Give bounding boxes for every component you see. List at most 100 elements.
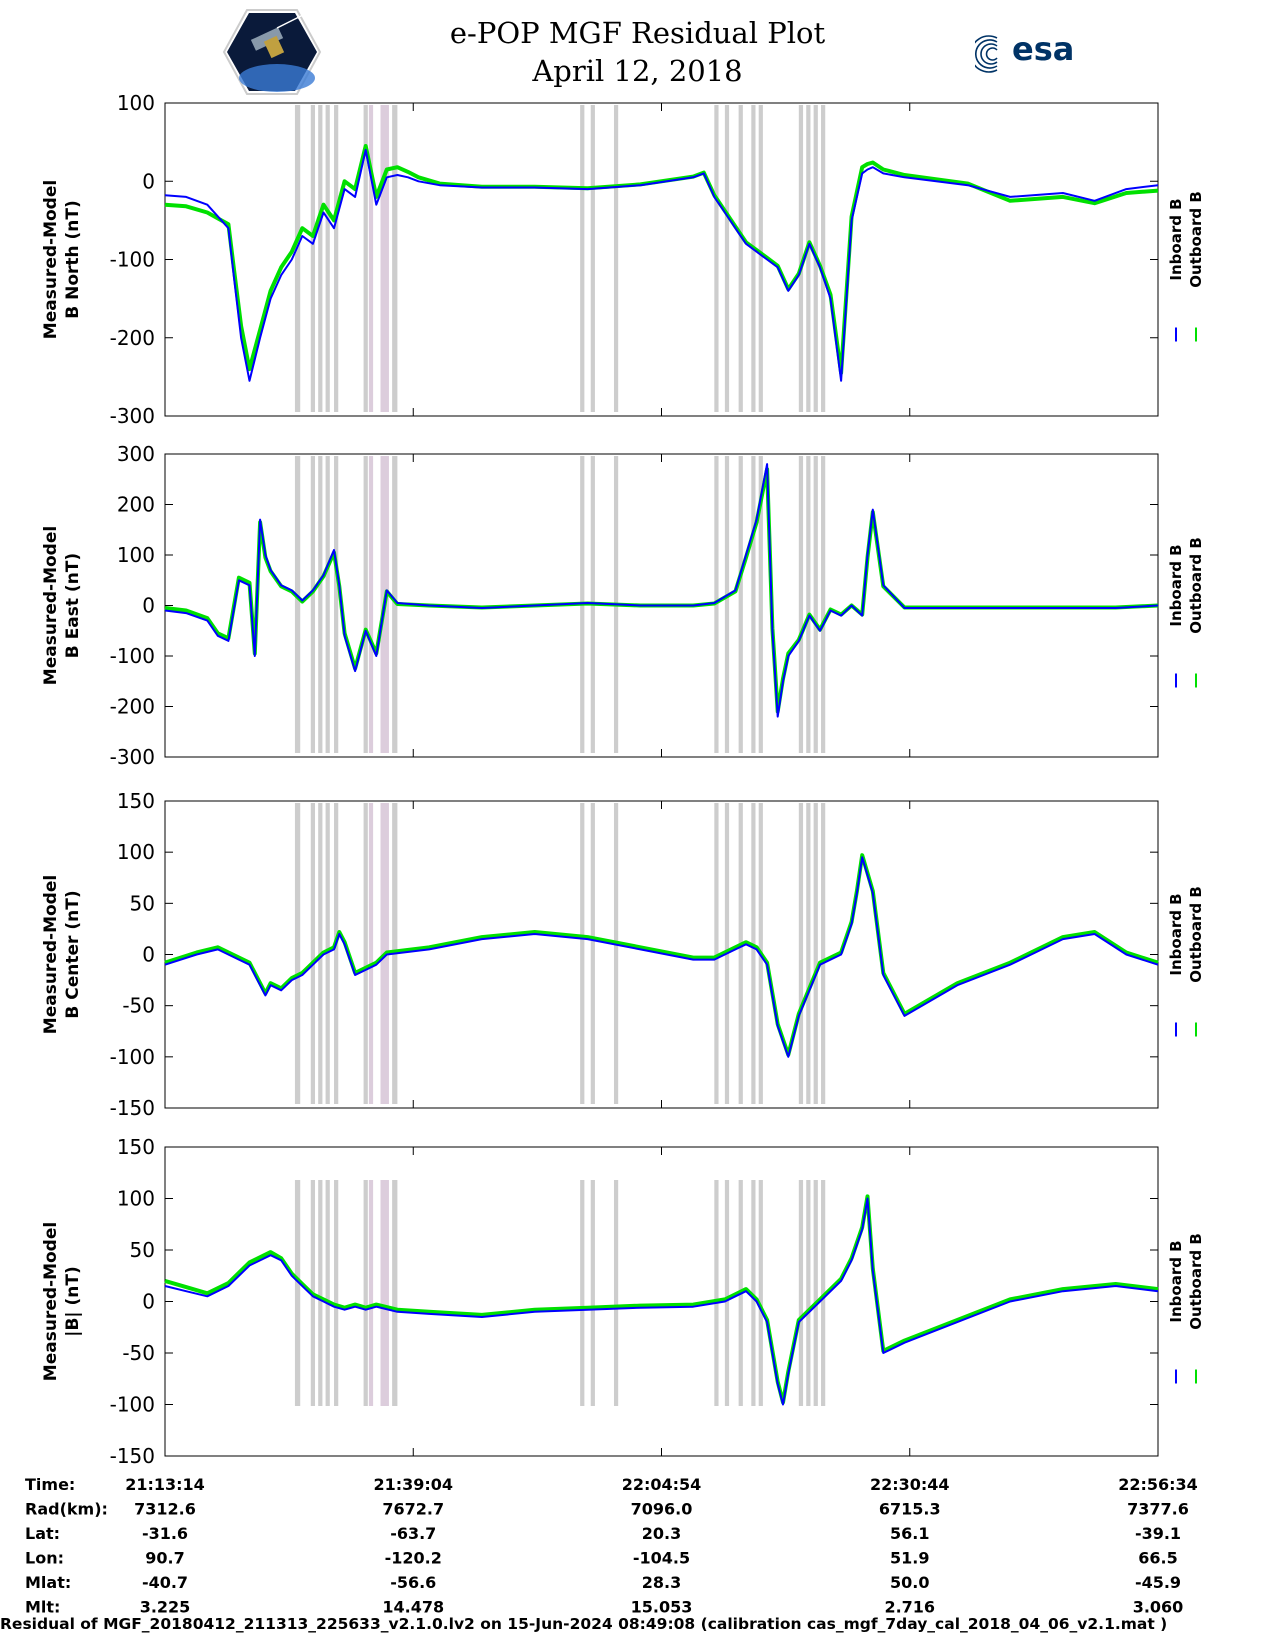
data-gap-shade bbox=[813, 456, 818, 753]
data-gap-shade bbox=[363, 105, 368, 412]
y-tick-label: 100 bbox=[117, 840, 155, 864]
y-tick-label: -200 bbox=[110, 695, 155, 719]
legend-outboard-label: Outboard B bbox=[1187, 1233, 1205, 1330]
esa-logo bbox=[975, 35, 998, 73]
table-cell: -39.1 bbox=[1135, 1524, 1181, 1543]
table-cell: 7096.0 bbox=[631, 1500, 693, 1519]
data-gap-shade bbox=[798, 105, 804, 412]
data-gap-shade bbox=[806, 456, 811, 753]
esa-logo-text: esa bbox=[1012, 30, 1075, 68]
table-cell: 3.225 bbox=[140, 1598, 191, 1616]
data-gap-shade bbox=[368, 803, 374, 1104]
inboard-series-line bbox=[164, 148, 1159, 382]
y-tick-label: 100 bbox=[117, 1187, 155, 1211]
inboard-series-line bbox=[164, 1197, 1159, 1406]
table-cell: -40.7 bbox=[142, 1573, 188, 1592]
data-gap-shade bbox=[590, 105, 595, 412]
data-gap-shade bbox=[368, 1180, 374, 1406]
data-gap-shade bbox=[751, 803, 756, 1104]
table-row-label: Lon: bbox=[25, 1549, 64, 1568]
data-gap-shade bbox=[714, 105, 719, 412]
data-gap-shade bbox=[821, 1180, 826, 1406]
table-cell: 51.9 bbox=[890, 1549, 929, 1568]
data-gap-shade bbox=[714, 1180, 719, 1406]
data-gap-shade bbox=[821, 456, 826, 753]
data-gap-shade bbox=[758, 1180, 763, 1406]
table-cell: 14.478 bbox=[382, 1598, 444, 1616]
data-gap-shade bbox=[368, 105, 374, 412]
legend-outboard-label: Outboard B bbox=[1187, 886, 1205, 983]
data-gap-shade bbox=[738, 456, 743, 753]
data-gap-shade bbox=[613, 1180, 619, 1406]
footer-caption: Residual of MGF_20180412_211313_225633_v… bbox=[0, 1615, 1168, 1633]
legend-outboard-label: Outboard B bbox=[1187, 191, 1205, 288]
legend-outboard-label: Outboard B bbox=[1187, 537, 1205, 634]
y-tick-label: -100 bbox=[110, 644, 155, 668]
y-tick-label: 200 bbox=[117, 493, 155, 517]
y-tick-label: 150 bbox=[117, 789, 155, 813]
data-gap-shade bbox=[613, 803, 619, 1104]
data-gap-shade bbox=[334, 456, 339, 753]
data-gap-shade bbox=[334, 105, 339, 412]
legend-inboard-label: Inboard B bbox=[1167, 1240, 1185, 1322]
table-row-label: Lat: bbox=[25, 1524, 60, 1543]
data-gap-shade bbox=[325, 105, 330, 412]
table-row-label: Mlat: bbox=[25, 1573, 71, 1592]
y-tick-label: -300 bbox=[110, 404, 155, 428]
table-cell: 3.060 bbox=[1133, 1598, 1184, 1616]
y-tick-label: -150 bbox=[110, 1096, 155, 1120]
data-gap-shade bbox=[392, 1180, 398, 1406]
table-cell: 15.053 bbox=[631, 1598, 693, 1616]
legend-inboard-label: Inboard B bbox=[1167, 198, 1185, 280]
data-gap-shade bbox=[318, 105, 323, 412]
y-tick-label: -50 bbox=[122, 1341, 155, 1365]
data-gap-shade bbox=[363, 803, 368, 1104]
table-cell: 2.716 bbox=[884, 1598, 935, 1616]
y-tick-label: 150 bbox=[117, 1135, 155, 1159]
y-tick-label: 300 bbox=[117, 442, 155, 466]
table-cell: 7672.7 bbox=[382, 1500, 444, 1519]
y-tick-label: -100 bbox=[110, 1045, 155, 1069]
y-axis-label: Measured-Model bbox=[41, 1222, 61, 1381]
legend-inboard-label: Inboard B bbox=[1167, 893, 1185, 975]
table-cell: -56.6 bbox=[390, 1573, 436, 1592]
y-tick-label: 0 bbox=[142, 943, 155, 967]
data-gap-shade bbox=[806, 1180, 811, 1406]
data-gap-shade bbox=[751, 1180, 756, 1406]
legend-inboard-label: Inboard B bbox=[1167, 544, 1185, 626]
data-gap-shade bbox=[798, 803, 804, 1104]
data-gap-shade bbox=[724, 105, 730, 412]
data-gap-shade bbox=[334, 803, 339, 1104]
data-gap-shade bbox=[368, 456, 374, 753]
y-axis-label: Measured-Model bbox=[41, 180, 61, 339]
table-cell: 21:39:04 bbox=[373, 1475, 453, 1494]
data-gap-shade bbox=[590, 803, 595, 1104]
y-tick-label: 0 bbox=[142, 169, 155, 193]
data-gap-shade bbox=[798, 1180, 804, 1406]
y-tick-label: -200 bbox=[110, 326, 155, 350]
data-gap-shade bbox=[380, 105, 389, 412]
data-gap-shade bbox=[294, 105, 301, 412]
data-gap-shade bbox=[334, 1180, 339, 1406]
plot-date: April 12, 2018 bbox=[532, 54, 743, 88]
data-gap-shade bbox=[310, 105, 316, 412]
data-gap-shade bbox=[392, 456, 398, 753]
inboard-series-line bbox=[164, 463, 1159, 718]
table-cell: 56.1 bbox=[890, 1524, 929, 1543]
y-axis-label: Measured-Model bbox=[41, 526, 61, 685]
table-cell: 22:04:54 bbox=[622, 1475, 702, 1494]
table-cell: 7312.6 bbox=[134, 1500, 196, 1519]
table-cell: -31.6 bbox=[142, 1524, 188, 1543]
table-row-label: Mlt: bbox=[25, 1598, 60, 1616]
cassiope-satellite-logo bbox=[222, 9, 322, 95]
data-gap-shade bbox=[724, 1180, 730, 1406]
data-gap-shade bbox=[751, 105, 756, 412]
data-gap-shade bbox=[580, 803, 585, 1104]
data-gap-shade bbox=[325, 1180, 330, 1406]
data-gap-shade bbox=[813, 1180, 818, 1406]
data-gap-shade bbox=[294, 803, 301, 1104]
data-gap-shade bbox=[758, 456, 763, 753]
y-tick-label: -50 bbox=[122, 994, 155, 1018]
table-cell: 28.3 bbox=[642, 1573, 681, 1592]
table-cell: 21:13:14 bbox=[125, 1475, 205, 1494]
